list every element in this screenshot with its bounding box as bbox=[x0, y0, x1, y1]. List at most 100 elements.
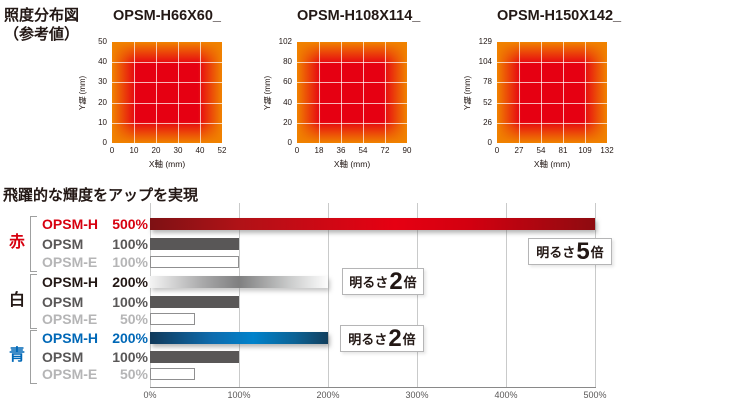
y-tick-label: 30 bbox=[98, 77, 107, 87]
x-axis-ticks: 0 18 36 54 72 90 bbox=[294, 146, 412, 156]
illuminance-section-title: 照度分布図 （参考値） bbox=[4, 6, 79, 44]
x-tick-label: 36 bbox=[336, 146, 346, 155]
percent-label: 500% bbox=[112, 216, 148, 232]
x-tick-label: 30 bbox=[173, 146, 183, 155]
product-label: OPSM bbox=[42, 236, 84, 252]
value-bar bbox=[150, 332, 328, 344]
value-bar bbox=[150, 238, 239, 250]
percent-label: 100% bbox=[112, 294, 148, 310]
x-tick-label: 0 bbox=[294, 146, 300, 155]
x-tick-label: 72 bbox=[380, 146, 390, 155]
illuminance-title-line2: （参考値） bbox=[4, 26, 80, 43]
group-bracket bbox=[30, 330, 37, 384]
heatmap-plot bbox=[112, 42, 222, 143]
brightness-section-title: 飛躍的な輝度をアップを実現 bbox=[3, 187, 199, 204]
heatmap-figure-3: OPSM-H150X142_ Y軸 (mm) 0 26 52 78 104 129 0 27… bbox=[461, 8, 626, 172]
annotation-prefix: 明るさ bbox=[349, 275, 389, 290]
y-tick-label: 52 bbox=[483, 97, 492, 107]
y-tick-label: 40 bbox=[283, 97, 292, 107]
annotation-multiplier: 5 bbox=[576, 237, 590, 265]
axis-tick-label: 200% bbox=[316, 390, 340, 400]
group-bracket bbox=[30, 216, 37, 272]
y-tick-label: 40 bbox=[98, 57, 107, 67]
heatmap-grid-line-horizontal bbox=[112, 62, 222, 64]
x-tick-label: 54 bbox=[536, 146, 546, 155]
x-tick-label: 54 bbox=[358, 146, 368, 155]
heatmap-plot bbox=[297, 42, 407, 143]
heatmap-grid-line-vertical bbox=[178, 42, 179, 143]
brightness-bar-chart: 0% 100% 200% 300% 400% 500% 赤 OPSM-H 500% OPSM 100… bbox=[0, 196, 730, 415]
y-tick-label: 80 bbox=[283, 57, 292, 67]
x-axis-label: X軸 (mm) bbox=[148, 159, 186, 169]
group-name: 青 bbox=[8, 347, 25, 364]
heatmap-grid-line-vertical bbox=[541, 42, 542, 143]
value-bar bbox=[150, 256, 239, 268]
heatmap-grid-line-horizontal bbox=[112, 82, 222, 84]
heatmap-grid-line-vertical bbox=[363, 42, 364, 143]
axis-tick-label: 400% bbox=[494, 390, 518, 400]
heatmap-grid-line-horizontal bbox=[112, 122, 222, 124]
percent-label: 200% bbox=[112, 274, 148, 290]
heatmap-grid-line-horizontal bbox=[497, 82, 607, 84]
brightness-annotation: 明るさ 5 倍 bbox=[528, 238, 612, 265]
percent-label: 100% bbox=[112, 349, 148, 365]
annotation-prefix: 明るさ bbox=[536, 245, 576, 260]
axis-grid-line bbox=[150, 203, 151, 387]
y-tick-label: 78 bbox=[483, 77, 492, 87]
heatmap-plot bbox=[497, 42, 607, 143]
y-tick-label: 10 bbox=[98, 117, 107, 127]
heatmap-figure-1: OPSM-H66X60_ Y軸 (mm) 0 10 20 30 40 50 0 10 20 30… bbox=[76, 8, 241, 172]
heatmap-grid-line-horizontal bbox=[497, 62, 607, 64]
y-tick-label: 0 bbox=[487, 138, 492, 147]
illuminance-title-line1: 照度分布図 bbox=[4, 7, 80, 24]
heatmap-grid-line-horizontal bbox=[497, 122, 607, 124]
axis-tick-label: 0% bbox=[143, 390, 157, 400]
y-axis-ticks: 0 26 52 78 104 129 bbox=[474, 37, 495, 147]
heatmap-grid-line-horizontal bbox=[112, 102, 222, 104]
y-tick-label: 26 bbox=[483, 117, 492, 127]
annotation-suffix: 倍 bbox=[402, 332, 416, 347]
axis-grid-line bbox=[239, 203, 240, 387]
heatmap-grid-line-horizontal bbox=[297, 62, 407, 64]
axis-grid-line bbox=[506, 203, 507, 387]
heatmap-grid-line-vertical bbox=[156, 42, 157, 143]
x-tick-label: 109 bbox=[578, 146, 592, 155]
heatmap-title: OPSM-H108X114_ bbox=[297, 8, 421, 24]
heatmap-figure-2: OPSM-H108X114_ Y軸 (mm) 0 20 40 60 80 102 0 18 3… bbox=[261, 8, 426, 172]
x-axis-ticks: 0 10 20 30 40 52 bbox=[110, 146, 227, 156]
heatmap-grid-line-vertical bbox=[519, 42, 520, 143]
product-label: OPSM-H bbox=[42, 330, 98, 346]
heatmap-grid-line-vertical bbox=[200, 42, 201, 143]
x-axis-label: X軸 (mm) bbox=[333, 159, 371, 169]
product-label: OPSM bbox=[42, 294, 84, 310]
heatmap-grid-line-vertical bbox=[385, 42, 386, 143]
product-label: OPSM-E bbox=[42, 366, 98, 382]
group-name: 赤 bbox=[8, 234, 25, 251]
value-bar bbox=[150, 296, 239, 308]
brightness-annotation: 明るさ 2 倍 bbox=[342, 268, 424, 295]
y-axis-ticks: 0 10 20 30 40 50 bbox=[89, 37, 110, 147]
y-tick-label: 104 bbox=[478, 57, 492, 67]
x-tick-label: 81 bbox=[558, 146, 568, 155]
value-bar bbox=[150, 351, 239, 363]
x-tick-label: 18 bbox=[314, 146, 324, 155]
x-tick-label: 27 bbox=[514, 146, 524, 155]
heatmap-grid-line-vertical bbox=[563, 42, 564, 143]
percent-label: 100% bbox=[112, 254, 148, 270]
axis-tick-label: 300% bbox=[405, 390, 429, 400]
product-label: OPSM-H bbox=[42, 274, 98, 290]
value-bar bbox=[150, 368, 195, 380]
y-tick-label: 102 bbox=[278, 37, 292, 46]
y-tick-label: 60 bbox=[283, 77, 292, 87]
group-name: 白 bbox=[8, 291, 25, 309]
x-tick-label: 52 bbox=[217, 146, 227, 155]
annotation-prefix: 明るさ bbox=[348, 332, 388, 347]
heatmap-grid-line-vertical bbox=[134, 42, 135, 143]
group-bracket bbox=[30, 274, 37, 329]
x-tick-label: 0 bbox=[494, 146, 500, 155]
percent-label: 50% bbox=[119, 311, 148, 327]
product-label: OPSM-E bbox=[42, 254, 98, 270]
x-axis-label: X軸 (mm) bbox=[533, 159, 571, 169]
product-label: OPSM bbox=[42, 349, 84, 365]
product-label: OPSM-H bbox=[42, 216, 98, 232]
